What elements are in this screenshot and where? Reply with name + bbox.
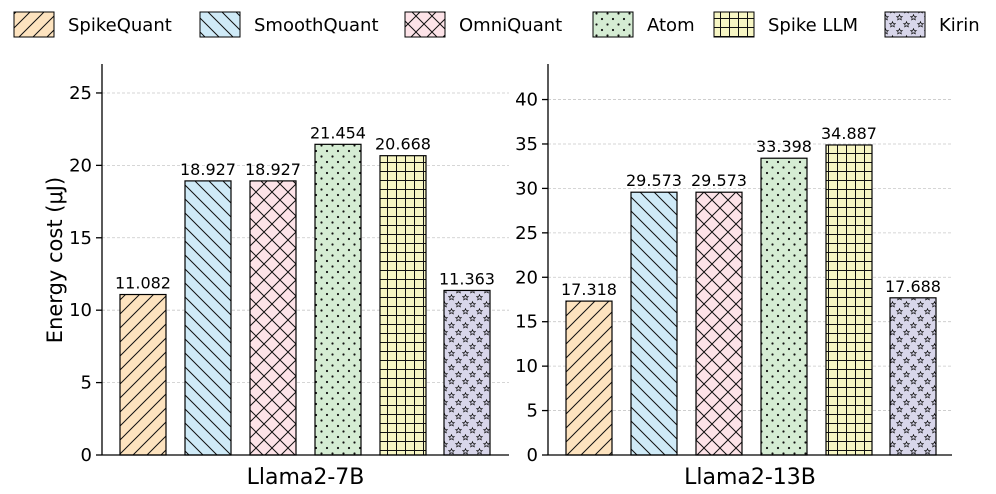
legend-label-spikequant: SpikeQuant: [68, 15, 172, 36]
bar-smoothquant: [630, 191, 678, 456]
panel-llama2-13b: 17.318 29.573 29.573 33.398 34.887 17.688 0 5 10…: [515, 64, 952, 490]
legend-swatch-spikequant: [13, 11, 55, 38]
legend-item-spikequant: SpikeQuant: [13, 11, 172, 38]
data-label-kirin: 11.363: [439, 269, 495, 288]
bar-omniquant: [695, 191, 743, 456]
legend-item-kirin: Kirin: [884, 11, 980, 38]
bar-spike-llm: [379, 155, 427, 456]
data-label-atom: 33.398: [756, 137, 812, 156]
bar-kirin: [889, 297, 937, 456]
data-label-smoothquant: 18.927: [180, 160, 236, 179]
legend-label-smoothquant: SmoothQuant: [254, 15, 379, 36]
legend-label-omniquant: OmniQuant: [459, 15, 562, 36]
y-tick-label: 40: [515, 90, 538, 111]
y-tick-label: 35: [515, 134, 538, 155]
y-axis-label: Energy cost (μJ): [43, 177, 67, 343]
legend: SpikeQuant SmoothQuant OmniQuant Atom Spike …: [13, 11, 980, 38]
y-tick-label: 20: [69, 155, 92, 176]
data-label-smoothquant: 29.573: [626, 171, 682, 190]
y-tick-label: 25: [515, 223, 538, 244]
y-tick-label: 10: [69, 300, 92, 321]
x-axis-label: Llama2-13B: [684, 465, 816, 490]
data-label-spike-llm: 34.887: [821, 124, 877, 143]
legend-swatch-kirin: [884, 11, 926, 38]
legend-item-spike-llm: Spike LLM: [713, 11, 858, 38]
y-tick-label: 5: [81, 373, 92, 394]
y-tick-label: 15: [69, 228, 92, 249]
data-label-spikequant: 17.318: [561, 280, 617, 299]
data-label-omniquant: 29.573: [691, 171, 747, 190]
legend-item-smoothquant: SmoothQuant: [199, 11, 379, 38]
legend-label-atom: Atom: [647, 15, 695, 36]
legend-label-kirin: Kirin: [939, 15, 980, 36]
x-axis-label: Llama2-7B: [247, 465, 365, 490]
y-tick-label: 0: [527, 445, 538, 466]
y-tick-label: 10: [515, 356, 538, 377]
bar-spike-llm: [825, 144, 873, 456]
bar-smoothquant: [184, 180, 232, 456]
data-label-kirin: 17.688: [885, 277, 941, 296]
data-label-spikequant: 11.082: [115, 274, 171, 293]
bar-spikequant: [119, 293, 167, 456]
legend-item-atom: Atom: [592, 11, 695, 38]
bar-atom: [314, 143, 362, 456]
legend-item-omniquant: OmniQuant: [404, 11, 562, 38]
bar-kirin: [443, 289, 491, 456]
legend-swatch-spike-llm: [713, 11, 755, 38]
data-label-spike-llm: 20.668: [375, 135, 431, 154]
legend-swatch-omniquant: [404, 11, 446, 38]
y-tick-label: 20: [515, 267, 538, 288]
y-tick-label: 25: [69, 83, 92, 104]
data-label-omniquant: 18.927: [245, 160, 301, 179]
bar-omniquant: [249, 180, 297, 456]
legend-label-spike-llm: Spike LLM: [768, 15, 858, 36]
data-label-atom: 21.454: [310, 123, 366, 142]
y-tick-label: 0: [81, 445, 92, 466]
y-tick-label: 15: [515, 312, 538, 333]
panel-llama2-7b: 11.082 18.927 18.927 21.454 20.668 11.363 0 5 10…: [69, 64, 509, 490]
bar-atom: [760, 157, 808, 456]
legend-swatch-atom: [592, 11, 634, 38]
bar-spikequant: [565, 300, 613, 456]
y-tick-label: 30: [515, 178, 538, 199]
legend-swatch-smoothquant: [199, 11, 241, 38]
y-tick-label: 5: [527, 401, 538, 422]
